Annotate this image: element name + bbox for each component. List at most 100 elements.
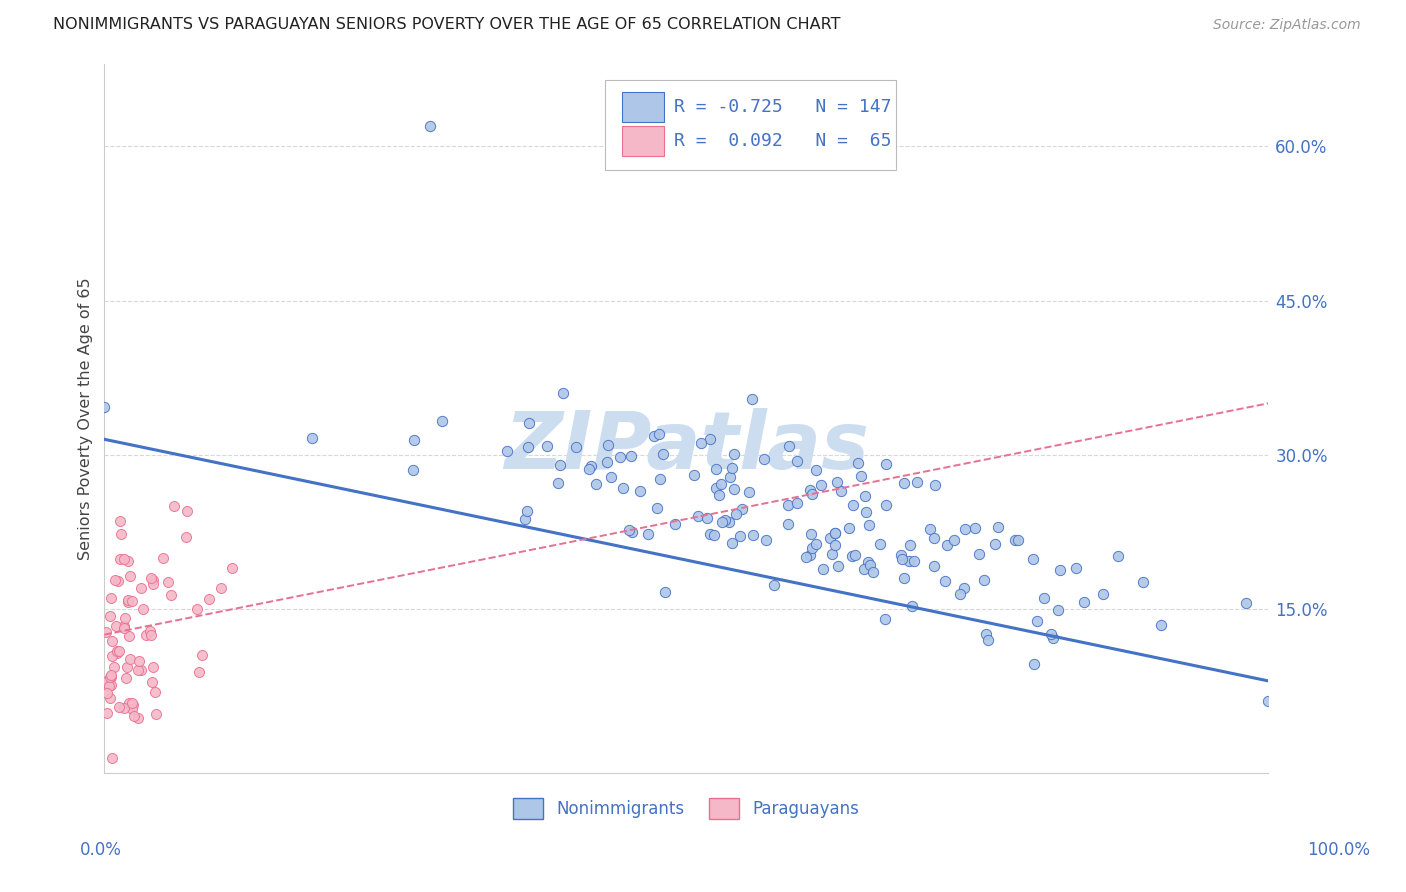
Text: Source: ZipAtlas.com: Source: ZipAtlas.com [1213,18,1361,31]
Point [127,663,149,677]
Point [648,427,671,442]
Point [699,527,721,541]
Point [818,532,841,546]
Point [98,679,121,693]
Point [579,459,602,474]
Point [869,537,891,551]
Point [763,578,786,592]
Point [1150,618,1173,632]
Point [977,633,1000,648]
Point [122,708,145,723]
Point [718,515,741,529]
Point [811,562,834,576]
Point [100,591,122,605]
Point [188,665,211,679]
Text: R =  0.092   N =  65: R = 0.092 N = 65 [673,132,891,150]
Point [129,581,152,595]
Point [890,548,912,562]
Point [1107,549,1129,563]
Point [862,565,884,579]
Point [152,550,174,565]
Point [402,463,425,477]
Point [699,433,721,447]
Point [120,569,142,583]
Point [903,554,925,568]
Point [647,500,669,515]
Point [858,517,880,532]
Point [1040,626,1063,640]
Point [301,431,323,445]
Point [690,435,713,450]
Point [654,585,676,599]
Point [107,699,129,714]
Point [101,751,124,765]
Point [114,671,136,685]
Point [1042,631,1064,645]
Point [630,484,652,499]
Point [516,440,538,454]
Point [841,549,863,563]
Point [890,552,912,566]
Point [686,508,709,523]
Point [564,440,586,454]
Point [824,526,846,541]
Point [776,498,799,512]
Point [786,496,808,510]
Point [720,460,742,475]
Point [100,649,122,664]
Point [110,527,132,541]
Point [117,595,139,609]
Point [664,516,686,531]
Point [893,475,915,490]
Point [730,529,752,543]
Point [145,706,167,721]
Point [1022,657,1045,671]
Point [905,475,928,489]
Point [118,629,141,643]
Point [609,450,631,464]
Point [174,530,197,544]
Point [651,447,673,461]
Point [838,521,860,535]
Point [121,594,143,608]
Point [516,504,538,518]
Point [827,558,849,573]
Point [855,506,877,520]
Point [94,624,117,639]
Point [107,574,129,589]
Point [918,523,941,537]
Point [922,559,945,574]
Point [96,706,118,720]
Point [517,416,540,430]
Point [127,711,149,725]
Point [138,624,160,639]
Point [617,523,640,537]
Point [163,499,186,513]
Point [108,551,131,566]
Point [806,463,828,477]
Point [794,549,817,564]
Point [723,447,745,461]
Point [596,455,619,469]
Point [585,477,607,491]
Point [515,512,537,526]
Point [132,601,155,615]
FancyBboxPatch shape [623,93,664,122]
Point [1073,595,1095,609]
Point [191,648,214,663]
Point [742,528,765,542]
Point [875,498,897,512]
Point [118,696,141,710]
Point [922,531,945,545]
Point [714,513,737,527]
Point [141,675,163,690]
Point [949,587,972,601]
Point [1257,694,1279,708]
Point [1022,552,1045,566]
Point [799,483,821,497]
Point [104,573,127,587]
Point [859,558,882,573]
Point [103,660,125,674]
Point [621,524,644,539]
Point [752,452,775,467]
